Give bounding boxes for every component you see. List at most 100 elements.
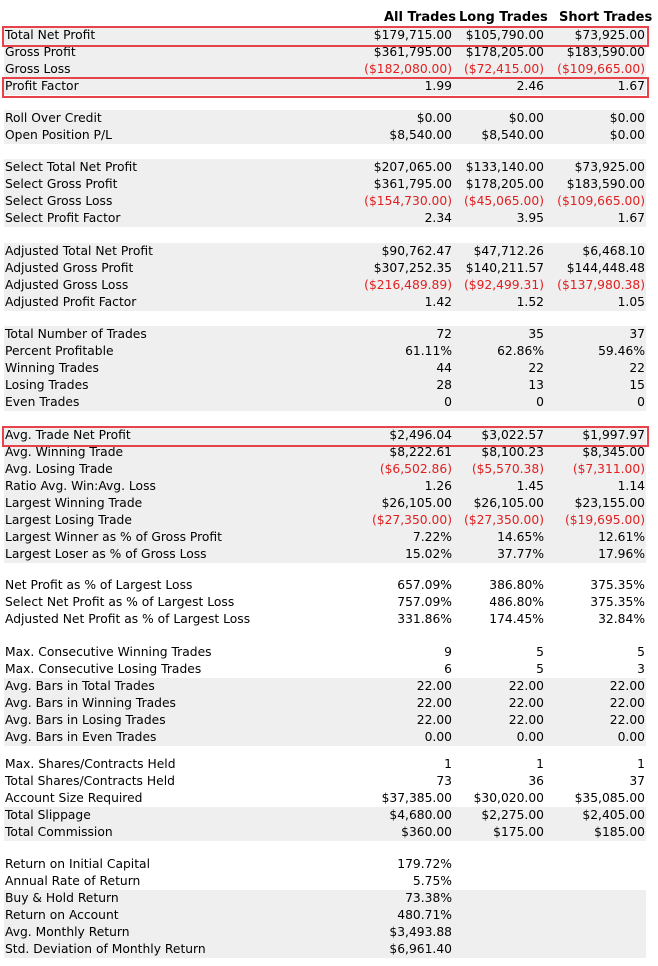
cell-long-trades: 13 bbox=[528, 378, 544, 392]
cell-long-trades: 386.80% bbox=[489, 578, 544, 592]
cell-long-trades: 5 bbox=[536, 662, 544, 676]
table-row: Select Gross Profit $361,795.00 $178,205.0… bbox=[4, 176, 646, 193]
table-row: Largest Winning Trade $26,105.00 $26,105.0… bbox=[4, 495, 646, 512]
cell-short-trades: ($109,665.00) bbox=[557, 194, 645, 208]
table-row: Std. Deviation of Monthly Return $6,961.4… bbox=[4, 941, 646, 958]
row-label: Select Total Net Profit bbox=[5, 160, 138, 174]
column-headers: All Trades Long Trades Short Trades bbox=[0, 10, 658, 27]
cell-short-trades: $0.00 bbox=[609, 111, 645, 125]
table-row: Even Trades 0 0 0 bbox=[4, 394, 646, 411]
table-row: Max. Consecutive Winning Trades 9 5 5 bbox=[4, 644, 646, 661]
cell-short-trades: $73,925.00 bbox=[574, 28, 645, 42]
row-label: Return on Initial Capital bbox=[5, 857, 150, 871]
cell-all-trades: 0.00 bbox=[424, 730, 452, 744]
cell-short-trades: 17.96% bbox=[598, 547, 645, 561]
cell-long-trades: $47,712.26 bbox=[473, 244, 544, 258]
row-label: Select Gross Loss bbox=[5, 194, 113, 208]
cell-all-trades: 5.75% bbox=[412, 874, 452, 888]
table-row: Return on Initial Capital 179.72% bbox=[4, 856, 646, 873]
cell-all-trades: 0 bbox=[444, 395, 452, 409]
cell-long-trades: $8,540.00 bbox=[481, 128, 544, 142]
table-row: Adjusted Gross Loss ($216,489.89) ($92,499… bbox=[4, 277, 646, 294]
cell-all-trades: $361,795.00 bbox=[373, 45, 452, 59]
cell-all-trades: 73.38% bbox=[405, 891, 452, 905]
table-row: Avg. Winning Trade $8,222.61 $8,100.23 $8,3… bbox=[4, 444, 646, 461]
cell-all-trades: $307,252.35 bbox=[373, 261, 452, 275]
cell-all-trades: $6,961.40 bbox=[389, 942, 452, 956]
cell-short-trades: ($109,665.00) bbox=[557, 62, 645, 76]
cell-all-trades: 73 bbox=[436, 774, 452, 788]
cell-long-trades: 174.45% bbox=[489, 612, 544, 626]
cell-long-trades: $30,020.00 bbox=[473, 791, 544, 805]
table-row: Avg. Trade Net Profit $2,496.04 $3,022.57 $… bbox=[4, 427, 646, 444]
cell-short-trades: 32.84% bbox=[598, 612, 645, 626]
cell-long-trades: $0.00 bbox=[508, 111, 544, 125]
row-label: Total Number of Trades bbox=[5, 327, 147, 341]
table-row: Account Size Required $37,385.00 $30,020.0… bbox=[4, 790, 646, 807]
cell-all-trades: $26,105.00 bbox=[381, 496, 452, 510]
row-label: Avg. Bars in Winning Trades bbox=[5, 696, 176, 710]
table-row: Return on Account 480.71% bbox=[4, 907, 646, 924]
row-label: Winning Trades bbox=[5, 361, 99, 375]
row-label: Account Size Required bbox=[5, 791, 143, 805]
cell-short-trades: 0 bbox=[637, 395, 645, 409]
cell-all-trades: 1.26 bbox=[424, 479, 452, 493]
cell-long-trades: 0.00 bbox=[516, 730, 544, 744]
cell-long-trades: 486.80% bbox=[489, 595, 544, 609]
cell-short-trades: 22.00 bbox=[609, 696, 645, 710]
cell-short-trades: ($19,695.00) bbox=[564, 513, 645, 527]
cell-all-trades: ($27,350.00) bbox=[371, 513, 452, 527]
row-label: Losing Trades bbox=[5, 378, 89, 392]
cell-short-trades: 1 bbox=[637, 757, 645, 771]
table-row: Largest Loser as % of Gross Loss 15.02% 37… bbox=[4, 546, 646, 563]
cell-short-trades: $144,448.48 bbox=[566, 261, 645, 275]
cell-all-trades: $37,385.00 bbox=[381, 791, 452, 805]
table-row: Avg. Monthly Return $3,493.88 bbox=[4, 924, 646, 941]
table-row: Winning Trades 44 22 22 bbox=[4, 360, 646, 377]
table-row: Total Commission $360.00 $175.00 $185.00 bbox=[4, 824, 646, 841]
cell-long-trades: 62.86% bbox=[497, 344, 544, 358]
row-label: Avg. Losing Trade bbox=[5, 462, 113, 476]
row-label: Profit Factor bbox=[5, 79, 79, 93]
cell-short-trades: 22.00 bbox=[609, 713, 645, 727]
row-label: Largest Winning Trade bbox=[5, 496, 143, 510]
table-row: Largest Losing Trade ($27,350.00) ($27,350… bbox=[4, 512, 646, 529]
table-row: Total Slippage $4,680.00 $2,275.00 $2,405.0… bbox=[4, 807, 646, 824]
cell-all-trades: ($6,502.86) bbox=[379, 462, 452, 476]
cell-long-trades: ($45,065.00) bbox=[463, 194, 544, 208]
cell-short-trades: $183,590.00 bbox=[566, 45, 645, 59]
cell-short-trades: 1.14 bbox=[617, 479, 645, 493]
cell-long-trades: 2.46 bbox=[516, 79, 544, 93]
cell-short-trades: $73,925.00 bbox=[574, 160, 645, 174]
cell-all-trades: $8,222.61 bbox=[389, 445, 452, 459]
cell-all-trades: $207,065.00 bbox=[373, 160, 452, 174]
cell-long-trades: 22.00 bbox=[508, 713, 544, 727]
row-label: Max. Shares/Contracts Held bbox=[5, 757, 176, 771]
table-row: Select Profit Factor 2.34 3.95 1.67 bbox=[4, 210, 646, 227]
cell-long-trades: $178,205.00 bbox=[465, 177, 544, 191]
table-row: Open Position P/L $8,540.00 $8,540.00 $0.00 bbox=[4, 127, 646, 144]
cell-long-trades: 36 bbox=[528, 774, 544, 788]
row-label: Open Position P/L bbox=[5, 128, 112, 142]
cell-short-trades: 37 bbox=[629, 327, 645, 341]
row-label: Adjusted Gross Profit bbox=[5, 261, 134, 275]
cell-short-trades: $35,085.00 bbox=[574, 791, 645, 805]
cell-long-trades: 22.00 bbox=[508, 679, 544, 693]
row-label: Max. Consecutive Winning Trades bbox=[5, 645, 212, 659]
table-row: Avg. Bars in Losing Trades 22.00 22.00 22.0… bbox=[4, 712, 646, 729]
row-label: Annual Rate of Return bbox=[5, 874, 141, 888]
cell-short-trades: 375.35% bbox=[590, 595, 645, 609]
table-row: Max. Consecutive Losing Trades 6 5 3 bbox=[4, 661, 646, 678]
cell-long-trades: 22.00 bbox=[508, 696, 544, 710]
row-label: Avg. Trade Net Profit bbox=[5, 428, 131, 442]
header-all-trades: All Trades bbox=[384, 10, 456, 25]
table-row: Buy & Hold Return 73.38% bbox=[4, 890, 646, 907]
table-row: Annual Rate of Return 5.75% bbox=[4, 873, 646, 890]
cell-long-trades: $175.00 bbox=[493, 825, 544, 839]
cell-long-trades: 1.52 bbox=[516, 295, 544, 309]
row-label: Select Gross Profit bbox=[5, 177, 118, 191]
cell-all-trades: 28 bbox=[436, 378, 452, 392]
cell-short-trades: $8,345.00 bbox=[582, 445, 645, 459]
table-row: Adjusted Total Net Profit $90,762.47 $47,7… bbox=[4, 243, 646, 260]
cell-all-trades: 6 bbox=[444, 662, 452, 676]
